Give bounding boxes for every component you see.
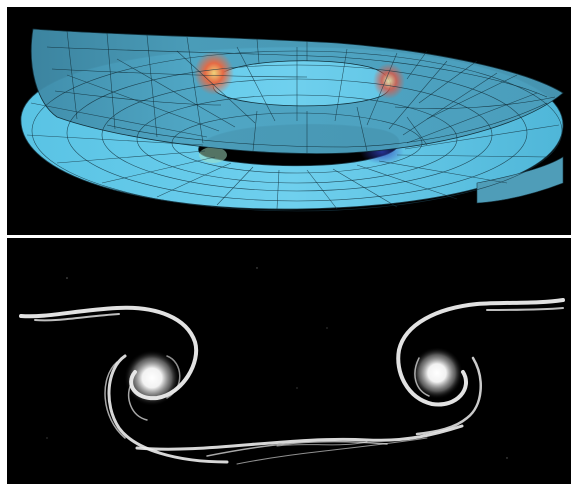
vortex-photo-panel xyxy=(7,238,571,484)
right-vortex-core xyxy=(411,347,463,399)
surface-render-panel xyxy=(7,7,571,235)
helicoid-surface-render xyxy=(20,28,564,212)
vortex-pair-photo xyxy=(19,267,565,465)
